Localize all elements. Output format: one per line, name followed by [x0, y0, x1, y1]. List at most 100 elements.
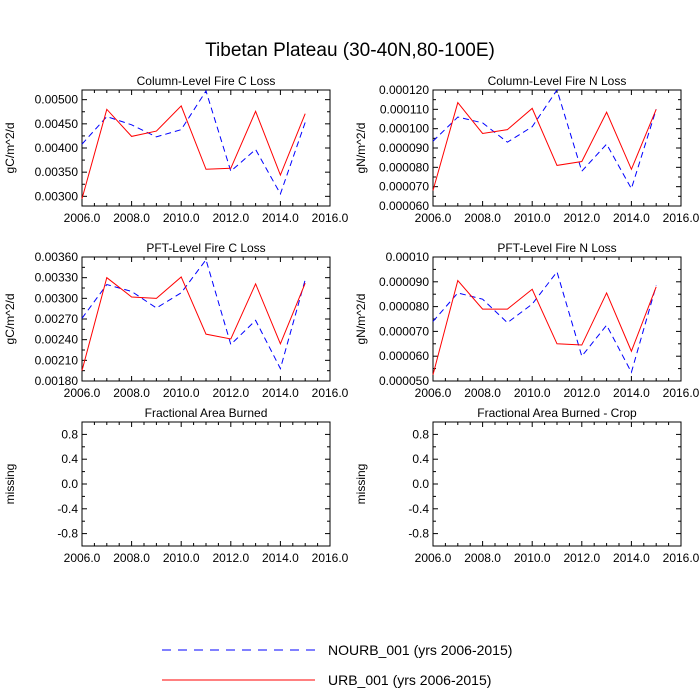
x-tick-label: 2006.0	[415, 551, 452, 565]
x-tick-label: 2014.0	[262, 211, 299, 225]
x-tick-label: 2012.0	[563, 211, 600, 225]
legend-nourb-label: NOURB_001 (yrs 2006-2015)	[328, 642, 512, 658]
y-tick-label: 0.00330	[35, 271, 79, 285]
legend-urb-label: URB_001 (yrs 2006-2015)	[328, 672, 491, 688]
plot-frame	[432, 421, 682, 547]
y-tick-label: 0.000070	[379, 324, 429, 338]
x-tick-label: 2016.0	[663, 386, 700, 400]
x-tick-label: 2014.0	[613, 551, 650, 565]
panel-title: Fractional Area Burned - Crop	[477, 406, 637, 420]
x-tick-label: 2014.0	[262, 551, 299, 565]
x-tick-label: 2010.0	[514, 211, 551, 225]
x-tick-label: 2008.0	[464, 551, 501, 565]
y-tick-label: 0.000050	[379, 374, 429, 388]
y-axis-label: gC/m^2/d	[3, 294, 17, 345]
y-tick-label: -0.4	[408, 502, 429, 516]
panel-title: Fractional Area Burned	[145, 406, 268, 420]
y-tick-label: 0.00350	[35, 165, 79, 179]
series-line-nourb	[81, 89, 306, 196]
x-tick-label: 2014.0	[613, 211, 650, 225]
x-tick-label: 2016.0	[663, 551, 700, 565]
series-line-nourb	[432, 270, 657, 374]
y-axis-label: missing	[3, 464, 17, 505]
panel-title: PFT-Level Fire C Loss	[146, 241, 265, 255]
x-tick-label: 2008.0	[464, 211, 501, 225]
x-tick-label: 2008.0	[113, 386, 150, 400]
plot-frame	[81, 421, 331, 547]
series-line-urb	[432, 101, 657, 191]
x-tick-label: 2016.0	[312, 386, 349, 400]
chart-panel-4: PFT-Level Fire N Loss gN/m^2/d 2006.0 2008.…	[354, 241, 700, 400]
y-tick-label: 0.00180	[35, 374, 79, 388]
chart-panel-1: Column-Level Fire C Loss gC/m^2/d 2006.0 20…	[3, 74, 349, 225]
chart-panels: Column-Level Fire C Loss gC/m^2/d 2006.0 20…	[3, 74, 700, 565]
plot-frame	[81, 89, 331, 207]
x-tick-label: 2012.0	[563, 551, 600, 565]
series-line-urb	[81, 276, 306, 371]
x-tick-label: 2010.0	[163, 211, 200, 225]
y-tick-label: 0.8	[412, 427, 429, 441]
y-axis-label: gC/m^2/d	[3, 123, 17, 174]
panel-title: PFT-Level Fire N Loss	[497, 241, 616, 255]
chart-panel-2: Column-Level Fire N Loss gN/m^2/d 2006.0 20…	[354, 74, 700, 225]
y-tick-label: 0.00300	[35, 189, 79, 203]
series-line-urb	[81, 105, 306, 199]
x-tick-label: 2014.0	[613, 386, 650, 400]
y-tick-label: 0.00210	[35, 353, 79, 367]
y-tick-label: 0.8	[61, 427, 78, 441]
y-tick-label: 0.00240	[35, 333, 79, 347]
figure-title: Tibetan Plateau (30-40N,80-100E)	[205, 40, 495, 61]
y-tick-label: 0.00010	[386, 250, 430, 264]
chart-panel-3: PFT-Level Fire C Loss gC/m^2/d 2006.0 2008.…	[3, 241, 349, 400]
panel-title: Column-Level Fire C Loss	[137, 74, 276, 88]
y-tick-label: 0.000110	[380, 102, 429, 116]
y-tick-label: 0.00270	[35, 312, 79, 326]
x-tick-label: 2006.0	[415, 211, 452, 225]
x-tick-label: 2006.0	[415, 386, 452, 400]
y-axis-label: missing	[354, 464, 368, 505]
y-tick-label: 0.00400	[35, 141, 79, 155]
y-tick-label: 0.00500	[35, 93, 79, 107]
y-tick-label: 0.000070	[379, 180, 429, 194]
y-axis-label: gN/m^2/d	[354, 123, 368, 174]
x-tick-label: 2008.0	[464, 386, 501, 400]
x-tick-label: 2012.0	[212, 386, 249, 400]
y-tick-label: 0.4	[61, 452, 78, 466]
x-tick-label: 2010.0	[163, 551, 200, 565]
x-tick-label: 2010.0	[514, 386, 551, 400]
x-tick-label: 2006.0	[64, 551, 101, 565]
y-tick-label: -0.8	[408, 527, 429, 541]
y-tick-label: 0.000080	[379, 160, 429, 174]
x-tick-label: 2008.0	[113, 551, 150, 565]
y-axis-label: gN/m^2/d	[354, 294, 368, 345]
x-tick-label: 2012.0	[212, 211, 249, 225]
panel-title: Column-Level Fire N Loss	[488, 74, 627, 88]
x-tick-label: 2014.0	[262, 386, 299, 400]
x-tick-label: 2016.0	[312, 211, 349, 225]
x-tick-label: 2006.0	[64, 211, 101, 225]
y-tick-label: 0.000060	[379, 349, 429, 363]
y-tick-label: 0.000100	[379, 122, 429, 136]
x-tick-label: 2016.0	[663, 211, 700, 225]
y-tick-label: 0.000120	[379, 83, 429, 97]
chart-panel-5: Fractional Area Burned missing 2006.0 2008.…	[3, 406, 349, 565]
y-tick-label: 0.4	[412, 452, 429, 466]
series-line-nourb	[81, 258, 306, 370]
x-tick-label: 2012.0	[212, 551, 249, 565]
x-tick-label: 2006.0	[64, 386, 101, 400]
x-tick-label: 2012.0	[563, 386, 600, 400]
y-tick-label: 0.000090	[379, 141, 429, 155]
x-tick-label: 2016.0	[312, 551, 349, 565]
y-tick-label: -0.8	[57, 527, 78, 541]
y-tick-label: 0.0	[61, 477, 78, 491]
series-line-nourb	[432, 88, 657, 190]
x-tick-label: 2010.0	[163, 386, 200, 400]
y-tick-label: 0.000060	[379, 199, 429, 213]
y-tick-label: 0.000090	[379, 275, 429, 289]
y-tick-label: 0.000080	[379, 300, 429, 314]
y-tick-label: 0.0	[412, 477, 429, 491]
y-tick-label: 0.00300	[35, 291, 79, 305]
legend: NOURB_001 (yrs 2006-2015) URB_001 (yrs 2…	[162, 642, 512, 688]
chart-panel-6: Fractional Area Burned - Crop missing 2006…	[354, 406, 700, 565]
